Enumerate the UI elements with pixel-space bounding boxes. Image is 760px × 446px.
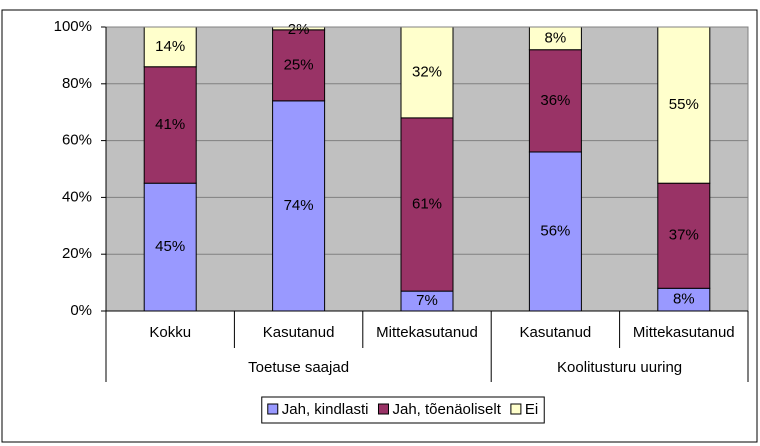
value-label: 37% xyxy=(669,227,699,244)
group-label: Toetuse saajad xyxy=(248,359,349,376)
x-tick-label: Mittekasutanud xyxy=(633,324,735,341)
value-label: 14% xyxy=(155,38,185,55)
x-tick-label: Kasutanud xyxy=(263,324,335,341)
y-tick-label: 0% xyxy=(70,302,92,319)
legend-label: Jah, kindlasti xyxy=(282,401,369,418)
bar-segment xyxy=(657,182,711,289)
bar-segment xyxy=(143,26,197,68)
bar-segment xyxy=(400,26,454,119)
value-label: 7% xyxy=(416,292,438,309)
y-tick-label: 20% xyxy=(62,245,92,262)
bar-segment xyxy=(528,49,582,153)
legend-swatch xyxy=(377,403,389,415)
legend-swatch xyxy=(267,403,279,415)
value-label: 8% xyxy=(673,291,695,308)
bar-segment xyxy=(528,151,582,312)
legend-label: Ei xyxy=(525,401,538,418)
bar-segment xyxy=(143,182,197,312)
value-label: 25% xyxy=(284,56,314,73)
y-tick-label: 60% xyxy=(62,132,92,149)
legend-box xyxy=(261,396,545,424)
value-label: 36% xyxy=(540,92,570,109)
value-label: 32% xyxy=(412,63,442,80)
value-label: 55% xyxy=(669,96,699,113)
y-tick-label: 100% xyxy=(54,18,92,35)
value-label: 61% xyxy=(412,195,442,212)
group-label: Koolitusturu uuring xyxy=(557,359,682,376)
bar-segment xyxy=(400,117,454,292)
value-label: 8% xyxy=(545,29,567,46)
value-label: 56% xyxy=(540,222,570,239)
legend-label: Jah, tõenäoliselt xyxy=(392,401,501,418)
x-tick-label: Mittekasutanud xyxy=(376,324,478,341)
x-tick-label: Kokku xyxy=(149,324,191,341)
x-tick-label: Kasutanud xyxy=(520,324,592,341)
value-label: 2% xyxy=(288,21,310,38)
y-tick-label: 40% xyxy=(62,188,92,205)
bar-segment xyxy=(657,26,711,184)
value-label: 45% xyxy=(155,238,185,255)
legend-swatch xyxy=(510,403,522,415)
bar-segment xyxy=(272,29,326,102)
value-label: 41% xyxy=(155,116,185,133)
value-label: 74% xyxy=(284,197,314,214)
bar-segment xyxy=(143,66,197,184)
y-tick-label: 80% xyxy=(62,75,92,92)
